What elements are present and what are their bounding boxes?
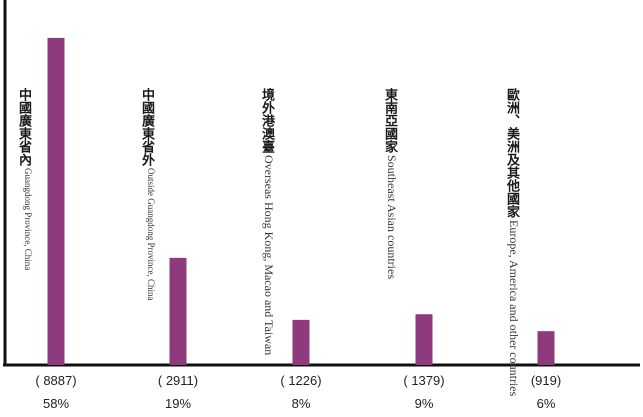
bar-1	[47, 37, 65, 365]
category-label-zh: 歐洲、美洲及其他國家	[504, 88, 519, 218]
category-label-3: 境外港澳臺 Overseas Hong Kong, Macao and Taiwa…	[257, 88, 276, 355]
category-label-en: Guangdong Province, China	[23, 168, 33, 271]
category-label-1: 中國廣東省內 Guangdong Province, China	[14, 88, 33, 270]
category-label-en: Outside Guangdong Province, China	[146, 168, 156, 301]
category-label-zh: 境外港澳臺	[259, 88, 274, 153]
category-label-zh: 中國廣東省外	[139, 88, 154, 166]
count-label-1: ( 8887)	[35, 373, 77, 388]
category-label-zh: 中國廣東省內	[16, 88, 31, 166]
category-label-5: 歐洲、美洲及其他國家 Europe, America and other coun…	[502, 88, 521, 396]
category-label-4: 東南亞國家 Southeast Asian countries	[380, 88, 399, 279]
category-label-en: Southeast Asian countries	[385, 155, 399, 279]
count-label-2: ( 2911)	[157, 373, 199, 388]
bar-3	[292, 319, 310, 365]
category-label-en: Overseas Hong Kong, Macao and Taiwan	[262, 155, 276, 356]
category-label-en: Europe, America and other countries	[507, 220, 521, 397]
percent-label-1: 58%	[42, 396, 70, 411]
percent-label-5: 6%	[536, 396, 556, 411]
bar-5	[537, 331, 555, 365]
percent-label-3: 8%	[291, 396, 311, 411]
percent-label-2: 19%	[164, 396, 192, 411]
category-label-zh: 東南亞國家	[382, 88, 397, 153]
count-label-5: (919)	[530, 373, 562, 388]
count-label-4: ( 1379)	[403, 373, 445, 388]
category-label-2: 中國廣東省外 Outside Guangdong Province, China	[137, 88, 156, 300]
percent-label-4: 9%	[414, 396, 434, 411]
bar-2	[169, 257, 187, 365]
bar-4	[415, 314, 433, 365]
count-label-3: ( 1226)	[280, 373, 322, 388]
